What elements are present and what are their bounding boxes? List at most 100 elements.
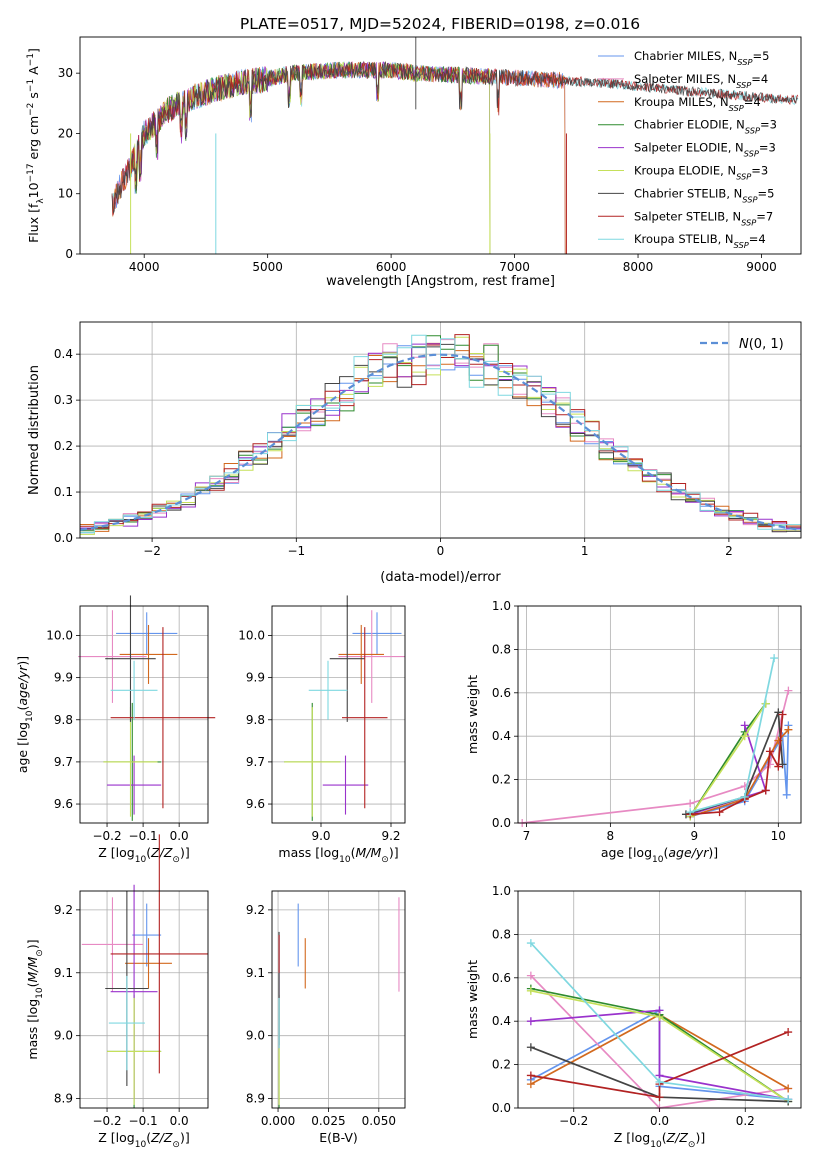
axes-frame bbox=[271, 890, 406, 1109]
y-axis-label: Flux [fλ10−17 erg cm−2 s−1 A−1] bbox=[26, 48, 46, 243]
tick-label-y: 0.3 bbox=[54, 393, 73, 407]
series-marker-kroupa_elodie bbox=[526, 986, 535, 995]
tick-label-y: 9.6 bbox=[246, 797, 265, 811]
tick-label-y: 0.4 bbox=[54, 347, 73, 361]
tick-label-x: −1 bbox=[287, 544, 305, 558]
tick-label-y: 0.0 bbox=[492, 816, 511, 830]
tick-label-y: 9.9 bbox=[246, 671, 265, 685]
series-marker-salpeter_stelib bbox=[526, 1071, 535, 1080]
tick-label-x: 9 bbox=[691, 829, 699, 843]
tick-label-y: 9.6 bbox=[54, 797, 73, 811]
grid-mass_vs_Z bbox=[80, 891, 208, 1108]
series-line-kroupa_stelib bbox=[689, 657, 775, 813]
tick-label-y: 0.8 bbox=[492, 927, 511, 941]
series-marker-kroupa_miles bbox=[784, 1084, 793, 1093]
axes-frame bbox=[79, 36, 802, 255]
tick-label-y: 0.1 bbox=[54, 485, 73, 499]
legend-label-salpeter_elodie: Salpeter ELODIE, NSSP=3 bbox=[634, 141, 776, 159]
series-marker-salpeter_stelib bbox=[778, 710, 787, 719]
series-marker-chabrier_stelib bbox=[778, 760, 787, 769]
tick-label-x: 0.0 bbox=[650, 1114, 669, 1128]
tick-label-x: 9000 bbox=[746, 260, 777, 274]
x-axis-label: Z [log10(Z/Z⊙)] bbox=[98, 1130, 189, 1150]
panel-weight_vs_Z: −0.2 0.0 0.2 0.0 0.2 0.4 0.6 0.8 1.0 Z [log10(Z/Z… bbox=[465, 884, 802, 1150]
tick-label-y: 1.0 bbox=[492, 599, 511, 613]
series-line-kroupa_miles bbox=[689, 729, 790, 818]
tick-label-y: 9.8 bbox=[54, 713, 73, 727]
series-marker-kroupa_stelib bbox=[655, 1077, 664, 1086]
x-axis-label: wavelength [Angstrom, rest frame] bbox=[326, 274, 555, 289]
axes-frame bbox=[79, 321, 802, 539]
series-marker-kroupa_miles bbox=[526, 1080, 535, 1089]
series-marker-kroupa_elodie bbox=[740, 732, 749, 741]
spectrum-salpeter_elodie bbox=[131, 61, 491, 255]
series-marker-kroupa_stelib bbox=[686, 808, 695, 817]
tick-label-x: 2 bbox=[725, 544, 733, 558]
y-axis-label: mass [log10(M/M⊙)] bbox=[25, 939, 45, 1059]
tick-label-y: 0.6 bbox=[492, 971, 511, 985]
series-marker-kroupa_stelib bbox=[784, 1095, 793, 1104]
tick-label-x: 0.025 bbox=[311, 1114, 345, 1128]
y-axis-label: Normed distribution bbox=[27, 365, 42, 495]
tick-label-x: 5000 bbox=[252, 260, 283, 274]
tick-label-y: 30 bbox=[58, 66, 73, 80]
series-marker-salpeter_elodie bbox=[526, 1017, 535, 1026]
spectrum-chabrier_stelib bbox=[111, 61, 799, 214]
x-axis-label: age [log10(age/yr)] bbox=[601, 845, 718, 865]
marks-weight_vs_age bbox=[518, 654, 793, 827]
legend-label-chabrier_elodie: Chabrier ELODIE, NSSP=3 bbox=[634, 118, 777, 136]
marks-age_vs_Z bbox=[78, 595, 216, 821]
tick-label-x: 0.000 bbox=[261, 1114, 295, 1128]
legend-label-chabrier_stelib: Chabrier STELIB, NSSP=5 bbox=[634, 186, 774, 204]
y-axis-label: mass weight bbox=[465, 675, 480, 754]
tick-label-y: 8.9 bbox=[54, 1092, 73, 1106]
tick-label-x: 4000 bbox=[129, 260, 160, 274]
x-axis-label: E(B-V) bbox=[319, 1130, 358, 1145]
panel-weight_vs_age: 7 8 9 10 0.0 0.2 0.4 0.6 0.8 1.0 age [log10(age/yr… bbox=[465, 599, 802, 865]
axes-frame bbox=[79, 890, 209, 1109]
legend-label-salpeter_stelib: Salpeter STELIB, NSSP=7 bbox=[634, 209, 773, 227]
legend-label-kroupa_stelib: Kroupa STELIB, NSSP=4 bbox=[634, 232, 766, 250]
tick-label-x: 6000 bbox=[376, 260, 407, 274]
panel-mass_vs_ebv: 0.000 0.025 0.050 8.9 9.0 9.1 9.2 E(B-V) bbox=[246, 890, 406, 1145]
series-line-salpeter_stelib bbox=[530, 1031, 789, 1099]
tick-label-y: 0.2 bbox=[54, 439, 73, 453]
tick-label-y: 10.0 bbox=[46, 628, 73, 642]
legend-spectrum: Chabrier MILES, NSSP=5 Salpeter MILES, NS… bbox=[598, 49, 777, 250]
tick-label-y: 9.1 bbox=[54, 966, 73, 980]
tick-label-y: 0.6 bbox=[492, 686, 511, 700]
series-marker-salpeter_stelib bbox=[765, 747, 774, 756]
spectrum-kroupa_elodie bbox=[131, 61, 491, 255]
tick-label-x: −0.2 bbox=[92, 1114, 121, 1128]
tick-label-x: 0.0 bbox=[170, 829, 189, 843]
legend-label-salpeter_miles: Salpeter MILES, NSSP=4 bbox=[634, 72, 768, 90]
tick-label-x: 10 bbox=[771, 829, 786, 843]
tick-label-y: 9.7 bbox=[246, 755, 265, 769]
grid-age_vs_Z bbox=[80, 606, 208, 823]
series-marker-salpeter_elodie bbox=[740, 721, 749, 730]
panel-mass_vs_Z: −0.2 −0.1 0.0 8.9 9.0 9.1 9.2 Z [log10(Z/Z⊙)] ma… bbox=[25, 834, 209, 1150]
panel-age_vs_mass: 9.0 9.2 9.6 9.7 9.8 9.9 10.0 mass [log10(M/M⊙)] bbox=[238, 595, 406, 865]
tick-label-x: 9.0 bbox=[311, 829, 330, 843]
x-axis-label: (data-model)/error bbox=[380, 570, 501, 585]
tick-label-y: 9.1 bbox=[246, 966, 265, 980]
series-marker-chabrier_miles bbox=[782, 790, 791, 799]
series-marker-kroupa_stelib bbox=[526, 939, 535, 948]
tick-label-x: −0.2 bbox=[559, 1114, 588, 1128]
tick-label-x: 0.050 bbox=[362, 1114, 396, 1128]
series-marker-kroupa_elodie bbox=[655, 1012, 664, 1021]
x-axis-label: Z [log10(Z/Z⊙)] bbox=[98, 845, 189, 865]
tick-label-y: 10.0 bbox=[238, 628, 265, 642]
tick-label-x: 8 bbox=[607, 829, 615, 843]
tick-label-y: 0.8 bbox=[492, 642, 511, 656]
panel-residuals: −2 −1 0 1 2 0.0 0.1 0.2 0.3 0.4 (data-model)/error… bbox=[27, 321, 802, 585]
grid-age_vs_mass bbox=[272, 606, 405, 823]
series-marker-kroupa_miles bbox=[784, 725, 793, 734]
tick-label-x: 8000 bbox=[623, 260, 654, 274]
series-marker-kroupa_stelib bbox=[770, 654, 779, 663]
tick-label-x: 0.0 bbox=[170, 1114, 189, 1128]
series-marker-salpeter_miles bbox=[765, 760, 774, 769]
tick-label-y: 0.2 bbox=[492, 773, 511, 787]
